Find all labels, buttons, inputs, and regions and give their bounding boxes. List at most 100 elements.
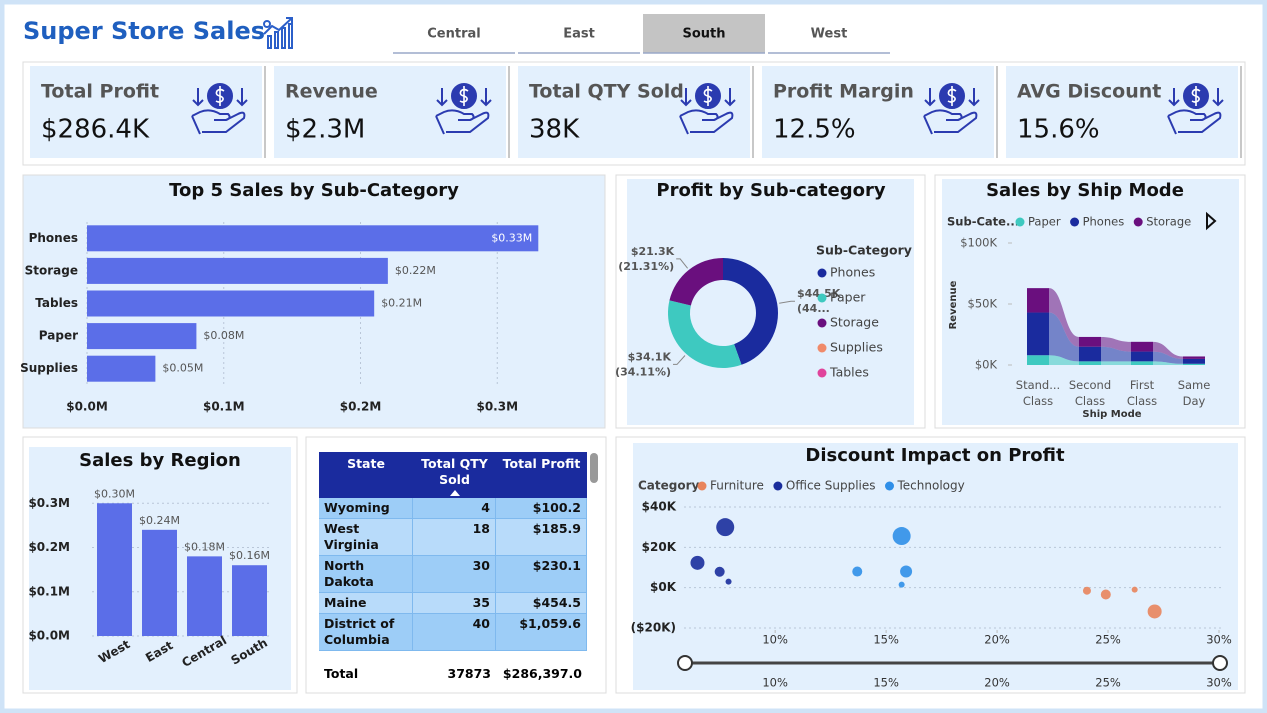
sort-arrow: [449, 490, 460, 496]
leader-line: [676, 258, 689, 269]
legend-label: Tables: [829, 365, 869, 380]
table-cell: 40: [413, 614, 496, 651]
data-label: (34.11%): [615, 365, 671, 378]
y-tick-label: Storage: [25, 263, 78, 277]
legend-label: Phones: [1083, 215, 1125, 229]
y-tick-label: $20K: [642, 540, 677, 554]
chart-title: Top 5 Sales by Sub-Category: [169, 180, 459, 201]
ribbon: [1101, 336, 1131, 352]
y-tick-label: $100K: [960, 236, 997, 250]
bar: [87, 225, 539, 252]
donut-slice: [668, 300, 742, 368]
table-row: Maine 35 $454.5: [319, 593, 587, 614]
tab[interactable]: [768, 14, 890, 53]
arrow: [1212, 88, 1224, 107]
bar: [87, 323, 197, 350]
legend-marker: [885, 481, 894, 491]
arrow: [724, 88, 736, 107]
ribbon-segment: [1079, 346, 1101, 362]
bubble: [898, 581, 905, 588]
column-header: Total QTY Sold: [413, 452, 496, 498]
tab-label: South: [682, 27, 725, 42]
bubble: [900, 565, 913, 578]
legend-title: Category: [638, 479, 700, 493]
slider-handle[interactable]: [1212, 655, 1228, 671]
legend-marker: [817, 293, 827, 303]
data-label: $21.3K: [631, 245, 675, 258]
ribbon-segment: [1027, 312, 1049, 356]
leader-line: [779, 300, 795, 304]
kpi-icon: [1167, 83, 1224, 135]
coin-symbol: [1191, 86, 1201, 106]
hand: [435, 109, 490, 135]
x-tick-label: $0.3M: [476, 400, 518, 414]
coin-symbol: [947, 86, 957, 106]
scrollbar[interactable]: [590, 453, 598, 483]
tab[interactable]: [393, 14, 515, 53]
legend-label: Supplies: [830, 340, 883, 355]
bar: [87, 257, 388, 284]
x-tick-label: Second Class: [1069, 378, 1111, 408]
data-label: $0.05M: [162, 362, 203, 375]
bubble: [1147, 604, 1162, 619]
ribbon-segment: [1183, 363, 1205, 365]
y-tick-label: $0K: [975, 358, 998, 372]
slider-tick-label: 10%: [762, 676, 788, 690]
table-row: North Dakota 30 $230.1: [319, 556, 587, 593]
data-label: $0.30M: [94, 487, 135, 500]
table-cell: Wyoming: [319, 498, 413, 519]
x-tick-label: 30%: [1206, 633, 1232, 647]
hand: [679, 109, 734, 135]
table-cell: West Virginia: [319, 519, 413, 556]
table-cell: $185.9: [496, 519, 587, 556]
slider-handle[interactable]: [677, 655, 693, 671]
bubble: [714, 566, 725, 577]
legend-label: Technology: [897, 479, 965, 493]
legend-marker: [773, 481, 783, 491]
slider-tick-label: 15%: [873, 676, 899, 690]
arrow: [1168, 88, 1180, 107]
slider-tick-label: 30%: [1206, 676, 1232, 690]
ribbon-segment: [1183, 358, 1205, 364]
data-label: $0.08M: [203, 329, 244, 342]
x-tick-label: Same Day: [1178, 378, 1211, 408]
bubble: [1131, 586, 1138, 593]
y-axis-label: Revenue: [948, 280, 959, 329]
tab[interactable]: [643, 14, 765, 53]
total-cell: 37873: [447, 666, 492, 681]
x-axis-label: Ship Mode: [1082, 409, 1141, 420]
x-tick-label: 25%: [1095, 633, 1121, 647]
legend-label: Paper: [1028, 215, 1061, 229]
kpi-icon: [679, 83, 736, 135]
data-label: $0.21M: [381, 297, 422, 310]
legend-label: Storage: [830, 315, 879, 330]
bubble: [852, 566, 863, 577]
y-tick-label: $0.0M: [28, 629, 70, 643]
table-row: Wyoming 4 $100.2: [319, 498, 587, 519]
y-tick-label: $0.2M: [28, 540, 70, 554]
ribbon: [1049, 312, 1079, 362]
kpi-label: Total Profit: [41, 81, 159, 103]
play-icon[interactable]: [1206, 211, 1217, 231]
kpi-value: $2.3M: [285, 115, 365, 145]
table-cell: 4: [413, 498, 496, 519]
ribbon-segment: [1079, 361, 1101, 365]
coin-symbol: [459, 86, 469, 106]
kpi-card: [274, 66, 506, 158]
bubble: [892, 527, 911, 546]
kpi-card: [30, 66, 262, 158]
x-tick-label: $0.2M: [340, 400, 382, 414]
chart-title: Sales by Ship Mode: [986, 180, 1184, 201]
dashboard-title: Super Store Sales: [23, 17, 265, 45]
ribbon-segment: [1027, 355, 1049, 365]
legend-marker: [697, 481, 707, 491]
table-cell: $1,059.6: [496, 614, 587, 651]
kpi-label: Profit Margin: [773, 81, 914, 103]
y-tick-label: ($20K): [631, 621, 676, 635]
table: State Total QTY Sold Total Profit Wyoming 4 $…: [319, 452, 587, 688]
legend-label: Phones: [830, 265, 875, 280]
tab[interactable]: [518, 14, 640, 53]
legend-marker: [817, 318, 827, 328]
bubble: [716, 518, 735, 537]
